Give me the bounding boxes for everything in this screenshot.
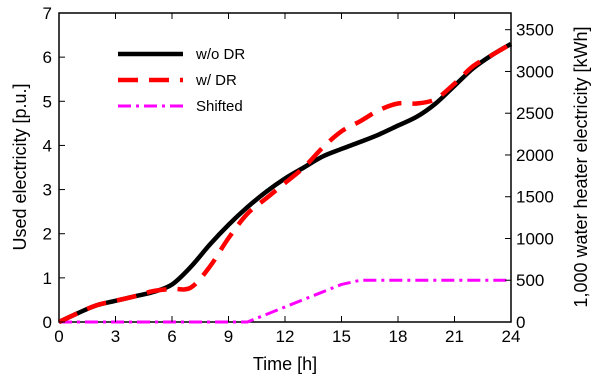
x-tick-label: 15 — [332, 327, 351, 346]
y-left-tick-label: 0 — [43, 313, 52, 332]
legend-label-0: w/o DR — [195, 46, 245, 63]
y-axis-right: 0 500 1000 1500 2000 2500 3000 3500 — [505, 21, 554, 332]
y-right-tick-label: 3000 — [516, 62, 554, 81]
series-line-1 — [58, 41, 513, 325]
x-tick-label: 18 — [389, 327, 408, 346]
y-right-tick-label: 3500 — [516, 21, 554, 40]
y-right-tick-label: 0 — [516, 313, 525, 332]
y-right-tick-label: 1000 — [516, 229, 554, 248]
y-left-tick-label: 3 — [43, 181, 52, 200]
series-layer — [58, 41, 513, 325]
y-left-tick-label: 5 — [43, 92, 52, 111]
x-tick-label: 9 — [224, 327, 233, 346]
plot-area — [58, 12, 512, 323]
y-right-tick-label: 1500 — [516, 188, 554, 207]
x-tick-label: 12 — [276, 327, 295, 346]
y-axis-left-title: Used electricity [p.u.] — [10, 83, 30, 250]
x-tick-label: 24 — [502, 327, 521, 346]
y-right-tick-label: 2000 — [516, 146, 554, 165]
y-axis-left: 0 1 2 3 4 5 6 7 — [43, 4, 65, 332]
x-axis-title: Time [h] — [253, 354, 317, 374]
y-left-tick-label: 6 — [43, 48, 52, 67]
legend-label-1: w/ DR — [195, 72, 237, 89]
x-tick-label: 6 — [167, 327, 176, 346]
y-left-tick-label: 4 — [43, 136, 52, 155]
y-right-tick-label: 2500 — [516, 104, 554, 123]
y-right-tick-label: 500 — [516, 271, 544, 290]
legend: w/o DR w/ DR Shifted — [118, 46, 245, 115]
x-tick-label: 21 — [445, 327, 464, 346]
y-axis-right-title: 1,000 water heater electricity [kWh] — [571, 26, 591, 307]
y-left-tick-label: 7 — [43, 4, 52, 23]
x-tick-label: 0 — [54, 327, 63, 346]
y-left-tick-label: 1 — [43, 269, 52, 288]
y-left-tick-label: 2 — [43, 225, 52, 244]
x-tick-label: 3 — [111, 327, 120, 346]
x-axis: 0 3 6 9 12 15 18 21 24 — [54, 13, 520, 346]
legend-label-2: Shifted — [196, 98, 243, 115]
series-line-2 — [59, 278, 511, 324]
